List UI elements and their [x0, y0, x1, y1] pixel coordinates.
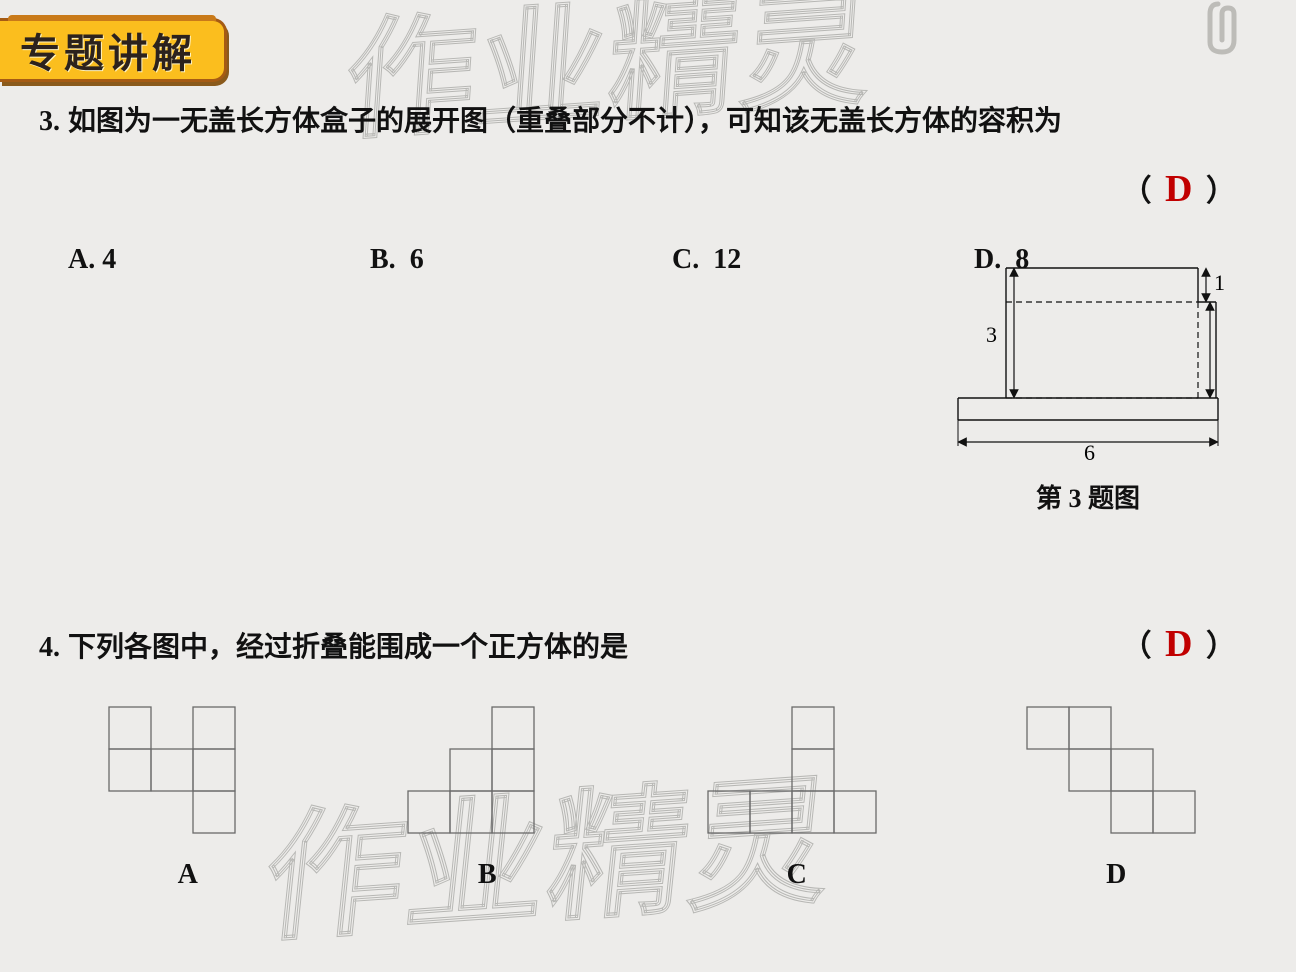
fig3-label-6: 6 [1084, 440, 1095, 460]
q4-nets: A B C D [20, 701, 1276, 898]
net-c: C [702, 701, 892, 898]
q4-paren-close: ） [1206, 630, 1236, 663]
q3-option-c: C. 12 [672, 238, 974, 283]
section-title: 专题讲解 [20, 21, 196, 79]
net-a: A [103, 701, 273, 898]
q3-option-b: B. 6 [370, 238, 672, 283]
question-3: 3. 如图为一无盖长方体盒子的展开图（重叠部分不计），可知该无盖长方体的容积为 [20, 100, 1276, 145]
q3-figure-caption: 第 3 题图 [948, 478, 1228, 520]
section-header: 专题讲解 [0, 18, 227, 82]
net-c-label: C [702, 853, 892, 898]
q4-text: 下列各图中，经过折叠能围成一个正方体的是 [68, 626, 1122, 671]
net-b-label: B [402, 853, 572, 898]
q3-text: 如图为一无盖长方体盒子的展开图（重叠部分不计），可知该无盖长方体的容积为 [68, 100, 1276, 145]
net-b: B [402, 701, 572, 898]
q3-answer: D [1159, 168, 1198, 210]
paperclip-icon [1196, 0, 1256, 60]
q3-figure: 3 1 6 第 3 题图 [948, 250, 1228, 520]
q3-answer-row: （ D ） [20, 159, 1276, 220]
q3-paren-close: ） [1206, 175, 1236, 208]
q3-number: 3. [20, 100, 68, 145]
content-area: 3. 如图为一无盖长方体盒子的展开图（重叠部分不计），可知该无盖长方体的容积为 … [20, 100, 1276, 898]
net-d: D [1021, 701, 1211, 898]
q3-paren-open: （ [1122, 175, 1152, 208]
fig3-label-1: 1 [1214, 270, 1225, 295]
q4-answer: D [1159, 623, 1198, 665]
q4-paren-open: （ [1122, 630, 1152, 663]
question-4: 4. 下列各图中，经过折叠能围成一个正方体的是 （ D ） A B C [20, 614, 1276, 898]
net-a-label: A [103, 853, 273, 898]
fig3-label-3: 3 [986, 322, 997, 347]
q3-option-a: A. 4 [68, 238, 370, 283]
q4-answer-row: （ D ） [1122, 614, 1276, 675]
q4-number: 4. [20, 626, 68, 671]
net-d-label: D [1021, 853, 1211, 898]
